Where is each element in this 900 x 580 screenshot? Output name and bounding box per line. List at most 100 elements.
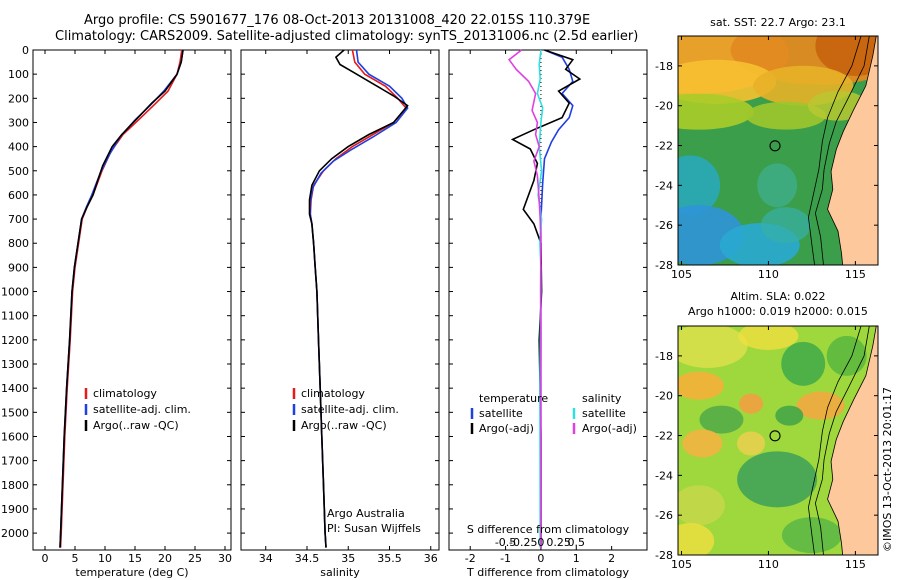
s-axis-label: S difference from climatology — [467, 523, 630, 536]
sst-map-frame — [677, 35, 879, 266]
y-tick-label: 0 — [22, 44, 29, 57]
sla-map-y-tick-label: -20 — [655, 390, 673, 403]
y-tick-label: 1300 — [1, 358, 29, 371]
sla-map-field-patch — [678, 485, 725, 526]
x-tick-label-difference: 2 — [608, 552, 615, 565]
sla-map-field-patch — [678, 371, 724, 400]
sla-map-title-2: Argo h1000: 0.019 h2000: 0.015 — [688, 305, 868, 318]
y-tick-label: 1800 — [1, 479, 29, 492]
x-tick-label-difference: 0 — [537, 552, 544, 565]
legend-entry-temperature: satellite-adj. clim. — [93, 403, 191, 416]
sst-map-field-patch — [760, 207, 811, 244]
imos-timestamp-label: ©IMOS 13-Oct-2013 20:01:17 — [881, 386, 894, 552]
legend-entry-t: Argo(-adj) — [479, 422, 534, 435]
y-tick-label: 1400 — [1, 382, 29, 395]
sst-map-field-patch — [745, 101, 826, 130]
sst-map-field-patch — [815, 36, 878, 76]
legend-entry-s: salinity — [582, 392, 622, 405]
y-tick-label: 1700 — [1, 455, 29, 468]
legend-entry-temperature: Argo(..raw -QC) — [93, 419, 179, 432]
y-tick-label: 100 — [8, 68, 29, 81]
title-line-1: Argo profile: CS 5901677_176 08-Oct-2013… — [84, 13, 591, 28]
sst-map-y-tick-label: -24 — [655, 179, 673, 192]
sla-map-land-mass — [827, 326, 878, 555]
sla-map-field-patch — [826, 335, 867, 376]
y-tick-label: 1200 — [1, 334, 29, 347]
sst-map-field-patch — [678, 155, 721, 216]
annotation-text: Argo Australia — [327, 507, 405, 520]
y-tick-label: 1100 — [1, 310, 29, 323]
sla-map-field-patch — [738, 326, 799, 350]
sst-map-field-patch — [678, 59, 777, 104]
sla-map-y-tick-label: -28 — [655, 549, 673, 562]
legend-entry-salinity: Argo(..raw -QC) — [301, 419, 387, 432]
x-tick-label-temperature: 20 — [158, 552, 172, 565]
panel-frame-salinity — [240, 49, 440, 551]
sla-map-y-tick-label: -18 — [655, 350, 673, 363]
x-tick-label-salinity: 35 — [341, 552, 355, 565]
x-tick-label-difference: -2 — [465, 552, 476, 565]
y-tick-label: 1000 — [1, 286, 29, 299]
sla-map-y-tick-label: -24 — [655, 469, 673, 482]
sst-map-argo-position-marker — [769, 140, 781, 152]
x-tick-label-temperature: 10 — [98, 552, 112, 565]
panel-difference — [448, 49, 648, 551]
y-tick-label: 1600 — [1, 430, 29, 443]
legend-entry-t: temperature — [479, 392, 548, 405]
y-tick-label: 900 — [8, 261, 29, 274]
sla-map-isobath — [808, 326, 862, 555]
s-tick-label: 0.25 — [546, 536, 571, 549]
sst-map-isobath — [808, 36, 862, 265]
annotation-text: PI: Susan Wijffels — [327, 522, 421, 535]
series-salinity-argo — [308, 49, 409, 548]
y-tick-label: 800 — [8, 237, 29, 250]
y-tick-label: 2000 — [1, 527, 29, 540]
x-axis-label-difference: T difference from climatology — [466, 566, 629, 579]
legend-entry-salinity: climatology — [301, 387, 365, 400]
x-tick-label-temperature: 25 — [188, 552, 202, 565]
y-tick-label: 500 — [8, 165, 29, 178]
x-tick-label-salinity: 36 — [424, 552, 438, 565]
panel-salinity — [240, 49, 440, 551]
s-tick-label: 0 — [537, 536, 544, 549]
sst-map-x-tick-label: 105 — [671, 268, 692, 281]
legend-entry-s: satellite — [582, 407, 626, 420]
sst-map-y-tick-label: -28 — [655, 259, 673, 272]
x-tick-label-salinity: 35.5 — [377, 552, 402, 565]
series-temperature-argo — [59, 49, 184, 548]
sla-map-field-patch — [796, 391, 845, 420]
sla-map-field-patch — [678, 326, 748, 368]
sla-map-field-patch — [737, 451, 818, 508]
sst-map-x-tick-label: 110 — [758, 268, 779, 281]
sst-map-x-tick-label: 115 — [845, 268, 866, 281]
x-axis-label-temperature: temperature (deg C) — [75, 566, 188, 579]
sla-map-field-patch — [739, 393, 764, 414]
sla-map-x-tick-label: 105 — [671, 558, 692, 571]
sst-map-y-tick-label: -18 — [655, 60, 673, 73]
sla-map-field-patch — [682, 429, 723, 458]
sla-map-x-tick-label: 115 — [845, 558, 866, 571]
x-tick-label-temperature: 5 — [72, 552, 79, 565]
series-difference-s-argo — [507, 49, 542, 548]
sla-map-x-tick-label: 110 — [758, 558, 779, 571]
panel-frame-temperature — [32, 49, 232, 551]
y-tick-label: 200 — [8, 92, 29, 105]
sst-map — [677, 35, 879, 266]
x-tick-label-temperature: 15 — [128, 552, 142, 565]
sla-map — [677, 325, 879, 556]
x-axis-label-salinity: salinity — [320, 566, 360, 579]
x-tick-label-temperature: 30 — [218, 552, 232, 565]
x-tick-label-difference: -1 — [500, 552, 511, 565]
s-tick-label: -0.5 — [495, 536, 516, 549]
series-difference-t-satellite — [540, 49, 574, 548]
sst-map-y-tick-label: -22 — [655, 140, 673, 153]
panel-frame-difference — [448, 49, 648, 551]
sla-map-argo-position-marker — [769, 430, 781, 442]
sla-map-field-patch — [678, 523, 715, 555]
y-tick-label: 300 — [8, 116, 29, 129]
y-tick-label: 1500 — [1, 406, 29, 419]
y-tick-label: 400 — [8, 141, 29, 154]
s-tick-label: 0.5 — [568, 536, 586, 549]
x-tick-label-difference: 1 — [573, 552, 580, 565]
